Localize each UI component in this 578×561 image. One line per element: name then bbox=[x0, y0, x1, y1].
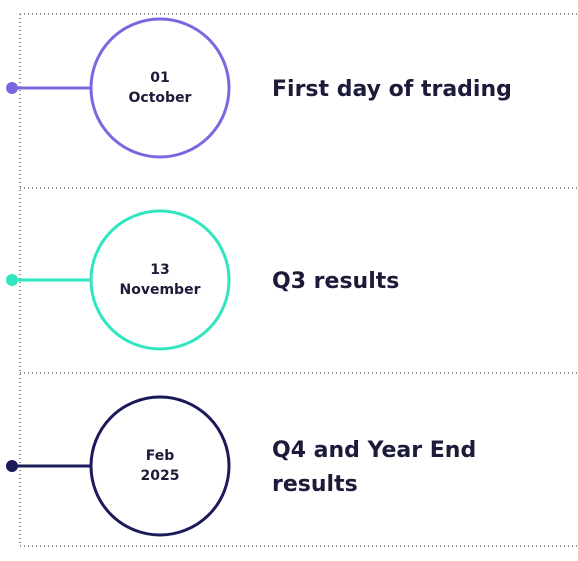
date-circle bbox=[89, 395, 231, 537]
date-text: November bbox=[120, 282, 201, 298]
date-text: 2025 bbox=[141, 468, 180, 484]
dividers bbox=[19, 13, 578, 547]
date-text: October bbox=[129, 90, 192, 106]
date-circle bbox=[89, 209, 231, 351]
dot bbox=[6, 274, 18, 286]
event-title: First day of trading bbox=[272, 77, 512, 102]
date-text: 13 bbox=[150, 262, 169, 278]
date-text: 01 bbox=[150, 70, 169, 86]
event-title: results bbox=[272, 472, 358, 497]
dot bbox=[6, 82, 18, 94]
event-title: Q3 results bbox=[272, 269, 399, 294]
event-title: Q4 and Year End bbox=[272, 438, 476, 463]
date-circle bbox=[89, 17, 231, 159]
dot bbox=[6, 460, 18, 472]
date-text: Feb bbox=[146, 448, 175, 464]
